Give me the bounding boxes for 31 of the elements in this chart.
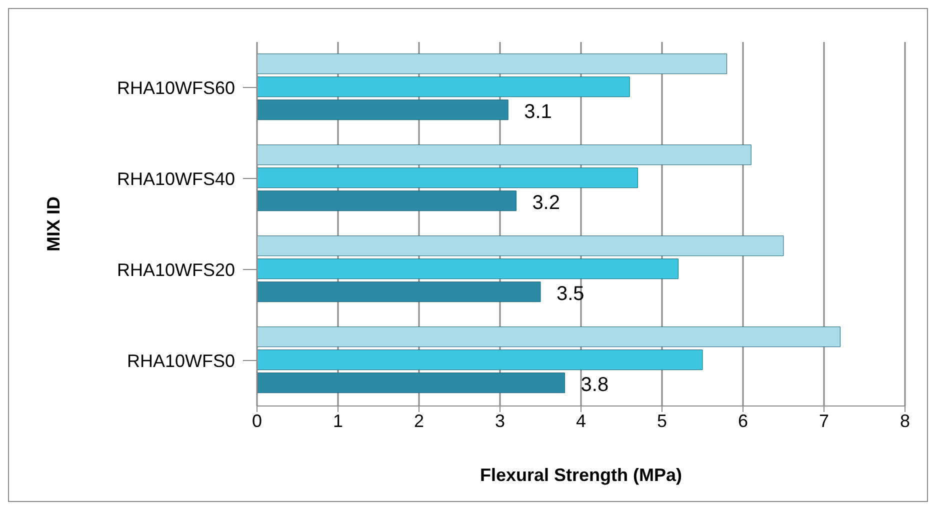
y-tick-label: RHA10WFS0: [126, 350, 235, 371]
x-tick-label: 2: [414, 410, 424, 431]
y-tick-label: RHA10WFS40: [116, 168, 235, 189]
x-tick-label: 0: [252, 410, 262, 431]
x-tick-label: 3: [494, 410, 506, 431]
bar: [257, 350, 703, 370]
bar: [257, 190, 516, 212]
bar: [257, 326, 840, 348]
bar: [257, 236, 784, 256]
x-tick-label: 5: [656, 410, 668, 431]
x-tick-label: 8: [900, 410, 910, 431]
y-axis-title: MIX ID: [43, 196, 64, 252]
data-label: 3.5: [556, 282, 584, 305]
x-tick-label: 6: [738, 410, 748, 431]
x-tick-label: 1: [332, 410, 344, 431]
data-label: 3.1: [524, 100, 552, 123]
x-tick-label: 7: [818, 410, 830, 431]
bar: [257, 168, 638, 188]
data-label: 3.2: [532, 192, 560, 214]
bar: [257, 76, 630, 98]
data-label: 3.8: [580, 374, 609, 396]
y-tick-label: RHA10WFS20: [116, 260, 235, 280]
bar: [257, 372, 566, 394]
x-axis-title: Flexural Strength (MPa): [480, 465, 682, 485]
bar: [257, 258, 678, 280]
bar: [257, 282, 541, 302]
bar: [257, 100, 508, 120]
y-tick-label: RHA10WFS60: [116, 78, 235, 98]
x-tick-label: 4: [576, 410, 586, 431]
bar: [257, 144, 752, 166]
bar: [257, 54, 728, 74]
